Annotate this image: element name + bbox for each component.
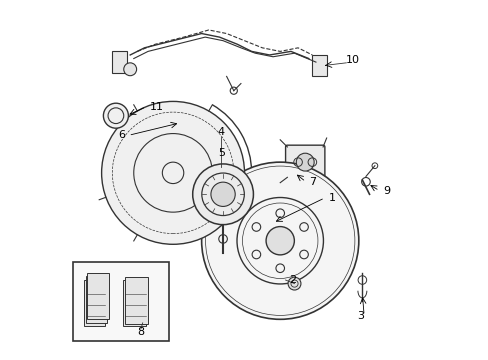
Circle shape	[210, 182, 235, 206]
Circle shape	[296, 153, 313, 171]
Text: 5: 5	[217, 148, 224, 158]
Bar	[312, 55, 326, 76]
Text: 9: 9	[382, 186, 389, 196]
Text: 7: 7	[309, 177, 316, 187]
Text: 2: 2	[288, 275, 296, 285]
Bar	[85, 276, 107, 323]
Circle shape	[287, 277, 300, 290]
Text: 3: 3	[356, 311, 364, 321]
Text: 6: 6	[118, 130, 124, 140]
Circle shape	[265, 226, 294, 255]
Circle shape	[201, 162, 358, 319]
Bar	[123, 280, 146, 327]
Text: 11: 11	[149, 102, 163, 112]
Text: 4: 4	[217, 127, 224, 137]
Circle shape	[103, 103, 128, 128]
Bar	[216, 250, 229, 257]
Circle shape	[123, 63, 136, 76]
Bar	[83, 280, 105, 327]
Text: 10: 10	[346, 55, 360, 65]
Circle shape	[192, 164, 253, 225]
Text: 1: 1	[328, 193, 335, 203]
Circle shape	[102, 102, 244, 244]
Bar	[124, 277, 148, 324]
Text: 8: 8	[137, 327, 144, 337]
Bar	[73, 262, 169, 341]
Bar	[112, 51, 126, 73]
Bar	[87, 273, 108, 319]
FancyBboxPatch shape	[285, 145, 324, 179]
